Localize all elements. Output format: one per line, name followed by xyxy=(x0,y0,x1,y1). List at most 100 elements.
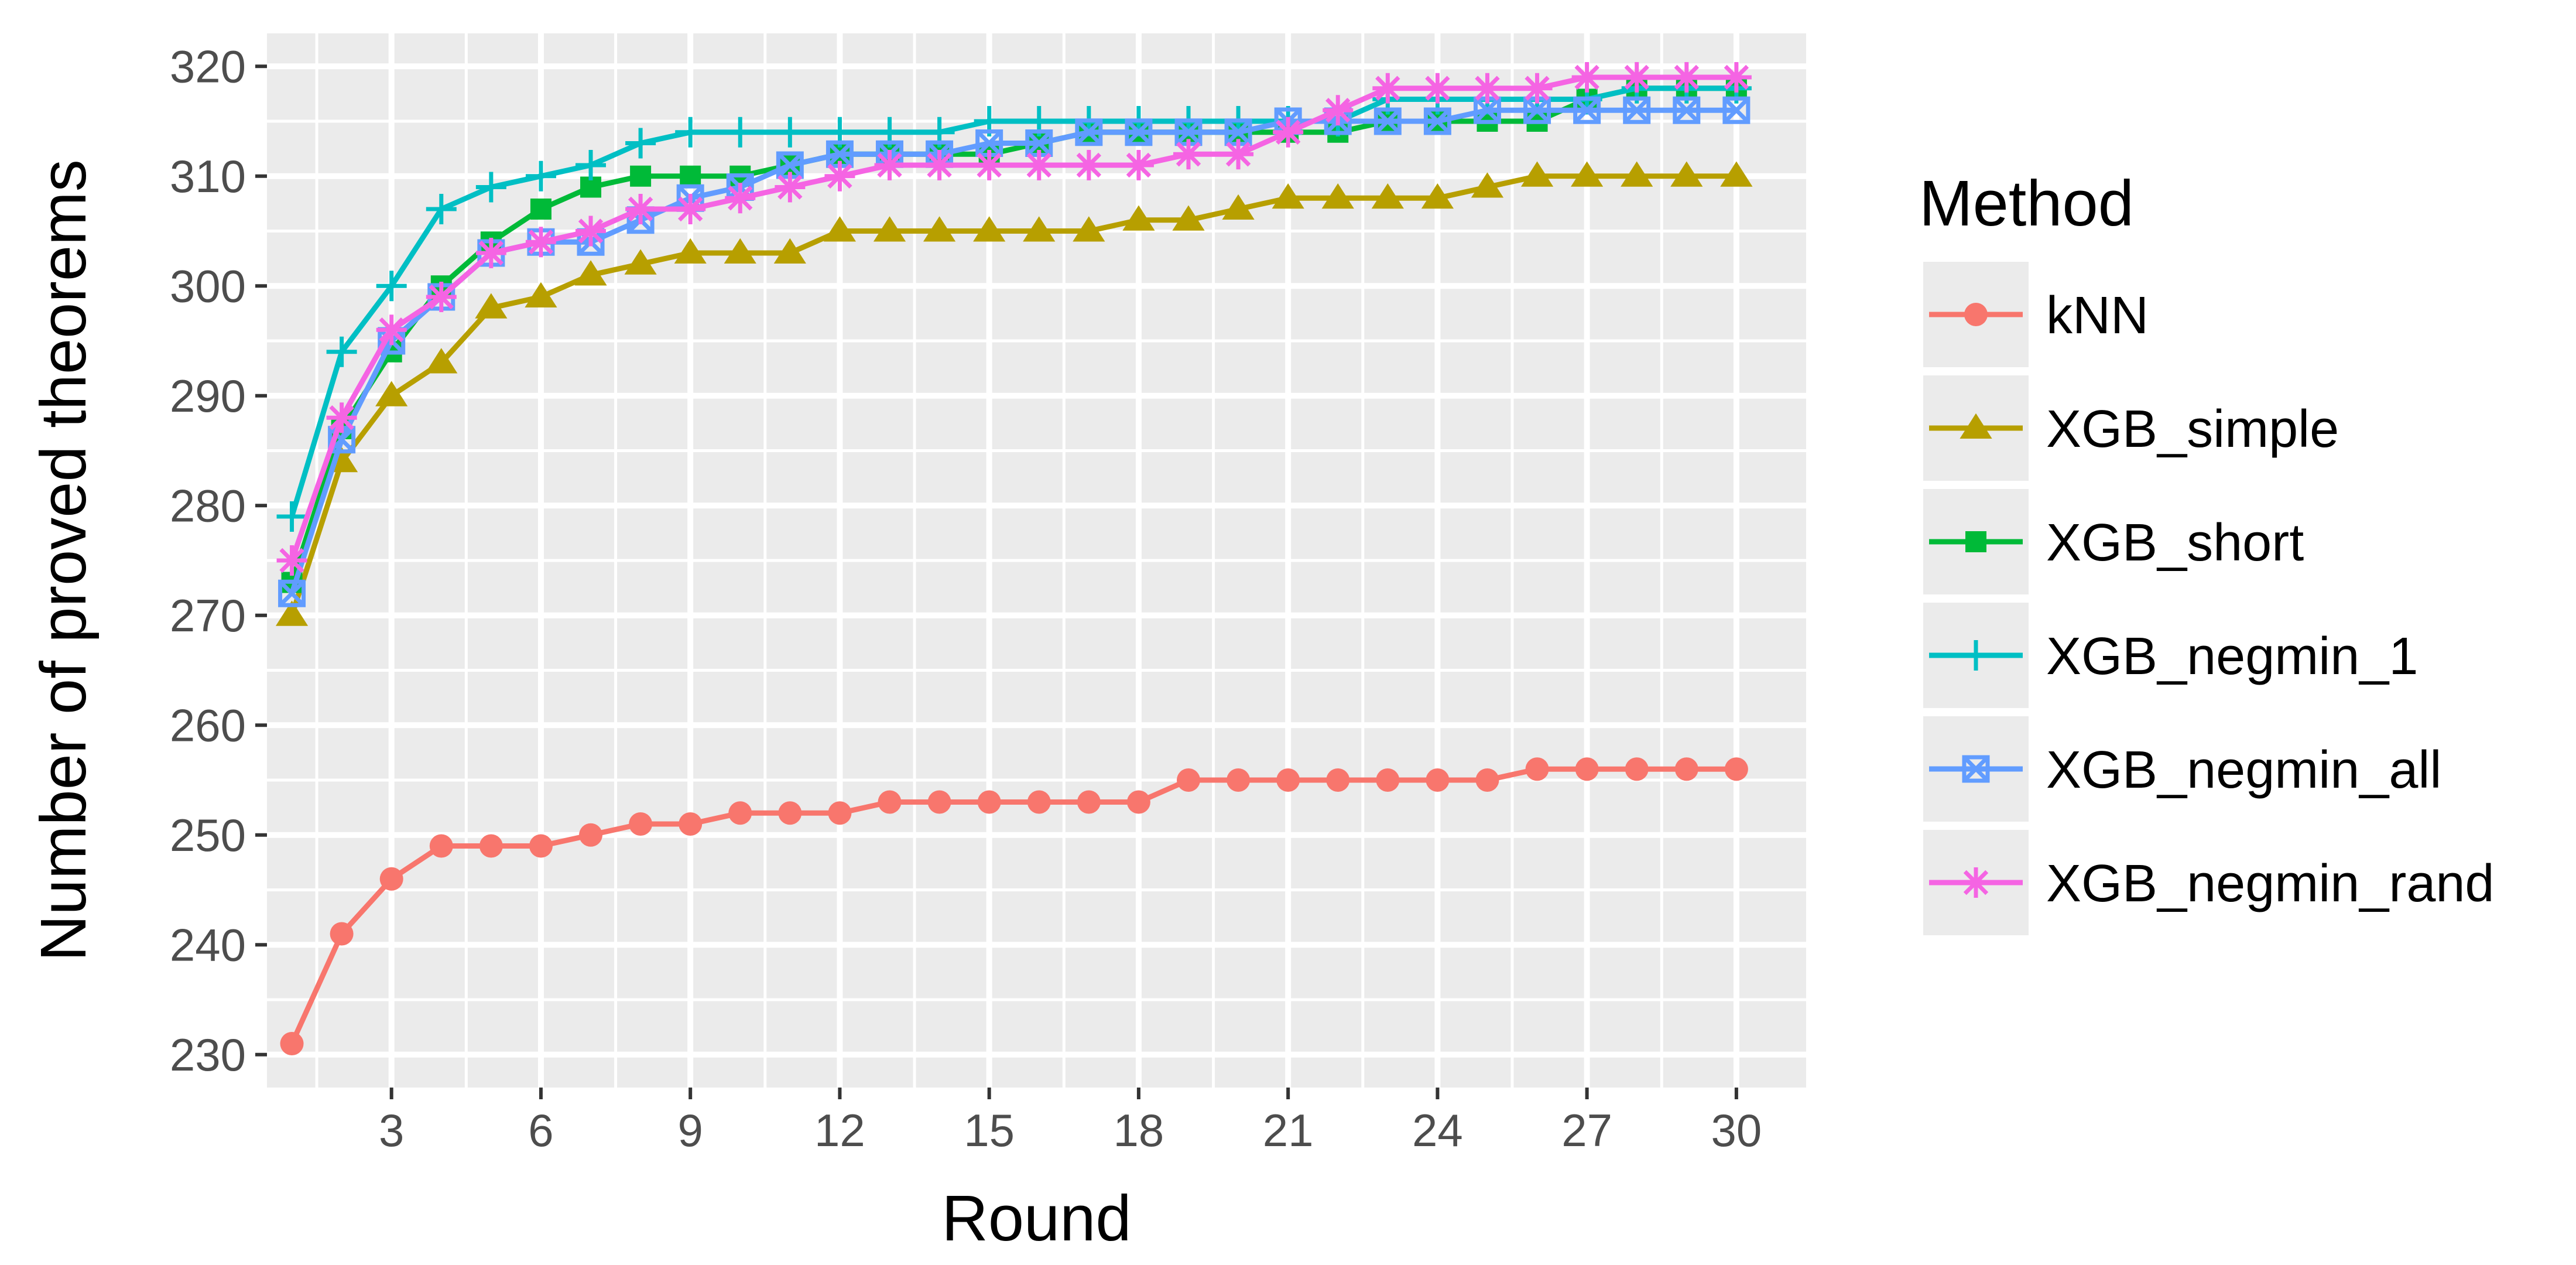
data-point xyxy=(828,801,852,825)
data-point xyxy=(1272,183,1304,209)
y-axis-title: Number of proved theorems xyxy=(28,159,100,962)
data-point xyxy=(1475,768,1499,792)
data-point xyxy=(1573,96,1601,124)
data-point xyxy=(1423,107,1451,135)
data-point xyxy=(1674,757,1698,781)
data-point xyxy=(475,293,508,319)
data-point xyxy=(1222,194,1255,220)
x-tick-label: 15 xyxy=(964,1105,1015,1156)
data-point xyxy=(674,238,707,264)
data-point xyxy=(823,216,857,242)
data-point xyxy=(1273,117,1304,148)
data-point xyxy=(1227,768,1251,792)
data-point xyxy=(1625,757,1649,781)
legend-key-marker xyxy=(1961,640,1991,671)
data-point xyxy=(1571,62,1602,93)
y-tick-label: 230 xyxy=(170,1029,246,1081)
legend-item-XGB_negmin_1: XGB_negmin_1 xyxy=(1923,603,2418,708)
legend-item-XGB_negmin_all: XGB_negmin_all xyxy=(1923,716,2441,822)
y-tick-label: 270 xyxy=(170,590,246,641)
x-tick-label: 30 xyxy=(1711,1105,1762,1156)
data-point xyxy=(1372,73,1403,104)
data-point xyxy=(1027,790,1051,814)
legend-key-marker xyxy=(1960,413,1992,439)
data-point xyxy=(1224,118,1252,146)
data-point xyxy=(376,271,407,302)
y-tick-label: 310 xyxy=(170,151,246,202)
data-point xyxy=(275,600,309,626)
data-point xyxy=(1077,790,1101,814)
data-point xyxy=(625,194,656,224)
legend-label: XGB_short xyxy=(2046,514,2304,572)
legend-label: kNN xyxy=(2046,286,2149,345)
data-point xyxy=(574,260,607,286)
legend-item-XGB_short: XGB_short xyxy=(1923,489,2304,594)
data-point xyxy=(525,227,556,258)
x-tick-label: 6 xyxy=(528,1105,553,1156)
data-point xyxy=(1323,95,1354,126)
series-kNN xyxy=(280,757,1748,1055)
x-tick-label: 18 xyxy=(1114,1105,1164,1156)
x-tick-label: 3 xyxy=(379,1105,404,1156)
data-point xyxy=(1623,96,1651,124)
data-point xyxy=(1276,768,1300,792)
axes: 3 6 9 12 15 18 21 24 27 30 230 240 250 260 270 280 290 30… xyxy=(170,40,1762,1156)
data-point xyxy=(1724,757,1748,781)
data-point xyxy=(1426,768,1450,792)
data-point xyxy=(977,790,1001,814)
data-point xyxy=(379,867,403,891)
data-point xyxy=(1621,62,1652,93)
y-tick-label: 240 xyxy=(170,919,246,970)
data-point xyxy=(326,402,357,433)
data-point xyxy=(725,183,756,214)
data-point xyxy=(1371,183,1404,209)
data-point xyxy=(330,922,354,946)
data-point xyxy=(725,117,756,148)
data-point xyxy=(724,238,756,264)
data-point xyxy=(1123,150,1154,180)
data-point xyxy=(525,282,557,307)
legend-key-marker xyxy=(1962,755,1990,783)
data-point xyxy=(675,194,706,224)
data-point xyxy=(276,545,307,576)
data-point xyxy=(376,314,407,346)
data-point xyxy=(426,194,457,224)
legend-label: XGB_negmin_rand xyxy=(2046,854,2494,913)
data-point xyxy=(1471,172,1504,198)
data-point xyxy=(1321,183,1354,209)
data-point xyxy=(1376,768,1400,792)
data-point xyxy=(878,790,902,814)
data-point xyxy=(1126,790,1150,814)
data-point xyxy=(773,238,806,264)
data-point xyxy=(429,834,453,858)
data-point xyxy=(778,801,802,825)
series-XGB_simple xyxy=(275,161,1753,626)
legend-key-marker xyxy=(1961,867,1991,898)
data-point xyxy=(1173,139,1204,170)
legend: Method kNN XGB_simple XGB_short XGB_negmin_… xyxy=(1919,167,2494,935)
data-point xyxy=(576,216,607,247)
x-tick-label: 24 xyxy=(1412,1105,1463,1156)
data-point xyxy=(1575,757,1599,781)
y-tick-label: 290 xyxy=(170,370,246,422)
legend-title: Method xyxy=(1919,167,2134,240)
data-point xyxy=(973,216,1006,242)
data-point xyxy=(680,165,701,187)
data-point xyxy=(1073,216,1105,242)
data-point xyxy=(1122,205,1155,231)
legend-label: XGB_simple xyxy=(2046,400,2339,459)
data-point xyxy=(1176,768,1200,792)
data-point xyxy=(576,150,607,180)
legend-item-kNN: kNN xyxy=(1923,262,2149,367)
data-point xyxy=(1571,161,1604,187)
data-point xyxy=(1670,161,1703,187)
data-point xyxy=(873,216,906,242)
data-point xyxy=(1720,161,1753,187)
series-layer xyxy=(275,62,1753,1055)
data-point xyxy=(924,150,955,180)
data-point xyxy=(276,501,307,532)
data-point xyxy=(874,150,905,180)
data-point xyxy=(775,172,806,203)
data-point xyxy=(630,165,652,187)
